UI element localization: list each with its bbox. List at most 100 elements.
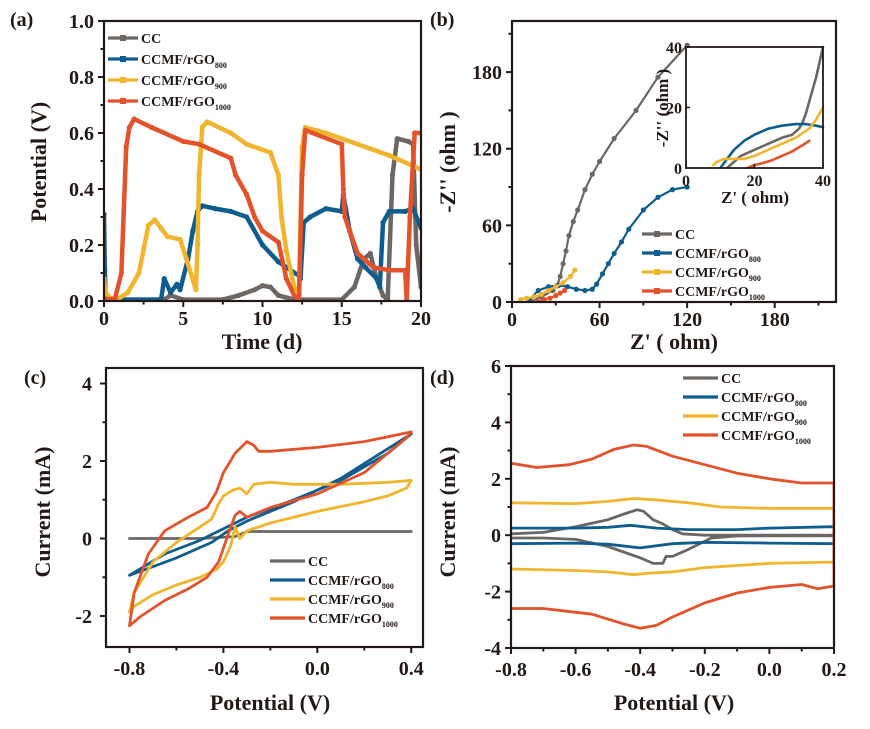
panel-d-y-tick-label: -2 [484, 582, 501, 604]
panel-b-point-ccmf-rgo900 [523, 295, 530, 301]
panel-a-point-ccmf-rgo900 [275, 172, 281, 178]
panel-a-point-ccmf-rgo1000 [302, 127, 308, 133]
panel-a-point-ccmf-rgo900 [244, 141, 250, 147]
panel-b-point-ccmf-rgo800 [611, 250, 617, 257]
legend-label-ccmf-rgo1000: CCMF/rGO1000 [721, 429, 811, 446]
legend-label-ccmf-rgo800: CCMF/rGO800 [141, 53, 227, 70]
legend-label-ccmf-rgo900: CCMF/rGO900 [721, 410, 807, 427]
panel-a-point-ccmf-rgo900 [323, 130, 329, 136]
panel-a-point-ccmf-rgo1000 [283, 276, 289, 282]
panel-b-point-ccmf-rgo1000 [541, 296, 547, 302]
legend-marker-ccmf-rgo800 [120, 56, 126, 62]
panel-b-point-ccmf-rgo800 [599, 271, 606, 277]
panel-a-point-ccmf-rgo800 [307, 214, 313, 220]
panel-a-point-ccmf-rgo800 [228, 208, 234, 214]
panel-c-x-tick-label: -0.8 [114, 658, 146, 680]
panel-a-y-axis-label: Potential (V) [26, 102, 51, 222]
panel-b-point-cc [566, 232, 572, 239]
panel-c-y-tick-label: -2 [75, 606, 92, 628]
panel-a-point-ccmf-rgo800 [355, 256, 361, 262]
panel-label-b: (b) [430, 9, 454, 31]
panel-b-point-ccmf-rgo800 [582, 287, 588, 294]
panel-b-plot-area: 0 60 120 180 0 60 120 180 CC CCMF/rGO800 CCMF/rGO9… [472, 19, 838, 331]
panel-a-point-ccmf-rgo800 [167, 290, 174, 296]
inset-x-tick-label: 20 [747, 173, 763, 190]
panel-b-point-ccmf-rgo800 [564, 284, 571, 290]
panel-b-y-tick-label: 180 [472, 62, 502, 84]
panel-b-point-cc [582, 187, 588, 193]
legend-marker-cc [654, 231, 660, 237]
legend-label-ccmf-rgo1000: CCMF/rGO1000 [308, 612, 398, 629]
panel-a-point-cc [275, 292, 281, 298]
panel-b-frame [510, 19, 838, 304]
inset-series-cc [725, 45, 825, 168]
panel-a-y-tick-label: 0.0 [69, 291, 94, 313]
panel-b-point-ccmf-rgo800 [684, 184, 690, 190]
panel-d-x-tick-label: 0.0 [757, 659, 782, 681]
panel-a-point-ccmf-rgo1000 [123, 144, 129, 150]
panel-d-x-axis-label: Potential (V) [614, 690, 734, 715]
legend-label-ccmf-rgo900: CCMF/rGO900 [675, 266, 761, 283]
legend-label-ccmf-rgo1000: CCMF/rGO1000 [675, 285, 765, 302]
panel-c-y-axis-label: Current (mA) [30, 447, 55, 578]
panel-b-point-ccmf-rgo800 [669, 187, 676, 193]
panel-b-point-cc [563, 248, 569, 254]
panel-b-point-ccmf-rgo800 [605, 261, 611, 267]
legend-label-ccmf-rgo1000: CCMF/rGO1000 [141, 95, 231, 112]
panel-b-point-ccmf-rgo1000 [547, 295, 553, 301]
panel-d-cv: (d) -0.8 -0.6 -0.4 -0.2 0.0 0.2 -4 -2 0 2 4 6 CC CCMF… [430, 356, 847, 715]
panel-a-point-ccmf-rgo800 [244, 214, 250, 220]
panel-b-x-tick-label: 120 [672, 309, 702, 331]
panel-b-point-ccmf-rgo900 [567, 273, 573, 280]
panel-a-point-ccmf-rgo900 [152, 217, 158, 223]
panel-a-x-tick-label: 0 [99, 308, 109, 330]
panel-a-point-ccmf-rgo1000 [275, 239, 281, 245]
panel-a-point-ccmf-rgo900 [177, 236, 183, 242]
panel-d-y-tick-label: 0 [491, 525, 501, 547]
panel-b-eis-nyquist: (b) 0 60 120 180 0 60 120 180 CC CCMF/rGO800 CCMF/… [430, 9, 838, 354]
panel-a-point-ccmf-rgo1000 [407, 214, 413, 220]
panel-b-x-tick-label: 0 [507, 309, 517, 331]
panel-d-plot-area: -0.8 -0.6 -0.4 -0.2 0.0 0.2 -4 -2 0 2 4 6 CC CCMF/rGO… [484, 356, 846, 681]
panel-a-y-tick-label: 1.0 [69, 11, 94, 33]
panel-a-point-ccmf-rgo900 [193, 287, 199, 293]
inset-series-ccmf-rgo900 [712, 106, 825, 167]
panel-a-point-ccmf-rgo800 [386, 208, 392, 214]
panel-d-x-tick-label: -0.8 [495, 659, 527, 681]
panel-b-legend: CC CCMF/rGO800 CCMF/rGO900 CCMF/rGO1000 [642, 228, 765, 302]
panel-a-point-ccmf-rgo900 [204, 119, 210, 125]
panel-a-point-ccmf-rgo900 [267, 150, 274, 156]
panel-a-point-cc [251, 287, 258, 293]
panel-c-series-ccmf-rgo1000 [128, 430, 413, 628]
panel-a-point-ccmf-rgo1000 [402, 267, 408, 273]
panel-a-point-ccmf-rgo800 [161, 276, 167, 282]
panel-a-point-ccmf-rgo800 [174, 281, 180, 287]
panel-b-point-cc [589, 171, 595, 177]
panel-a-point-ccmf-rgo1000 [386, 267, 392, 273]
panel-a-point-cc [380, 292, 386, 298]
legend-label-ccmf-rgo800: CCMF/rGO800 [675, 247, 761, 264]
panel-a-point-ccmf-rgo1000 [131, 116, 137, 122]
panel-label-c: (c) [24, 367, 46, 389]
legend-label-ccmf-rgo800: CCMF/rGO800 [308, 574, 394, 591]
panel-c-x-tick-label: 0.4 [399, 658, 424, 680]
panel-a-point-ccmf-rgo1000 [370, 264, 377, 270]
panel-a-x-axis-label: Time (d) [222, 329, 303, 354]
legend-label-cc: CC [721, 372, 741, 387]
panel-a-point-ccmf-rgo800 [259, 242, 266, 248]
panel-a-point-ccmf-rgo800 [199, 203, 205, 209]
panel-b-point-ccmf-rgo800 [545, 284, 552, 290]
panel-a-point-ccmf-rgo1000 [232, 172, 239, 178]
panel-c-y-tick-label: 2 [82, 451, 92, 473]
legend-label-ccmf-rgo900: CCMF/rGO900 [308, 593, 394, 610]
panel-a-point-ccmf-rgo900 [125, 290, 131, 296]
panel-b-point-ccmf-rgo800 [535, 287, 541, 294]
panel-d-series-cc [511, 508, 834, 565]
panel-a-point-cc [236, 292, 242, 298]
panel-a-point-ccmf-rgo800 [377, 284, 383, 290]
panel-c-y-tick-label: 4 [82, 374, 92, 396]
panel-a-point-ccmf-rgo900 [164, 234, 170, 240]
panel-c-series-cc [128, 530, 413, 540]
legend-marker-ccmf-rgo1000 [120, 98, 126, 104]
